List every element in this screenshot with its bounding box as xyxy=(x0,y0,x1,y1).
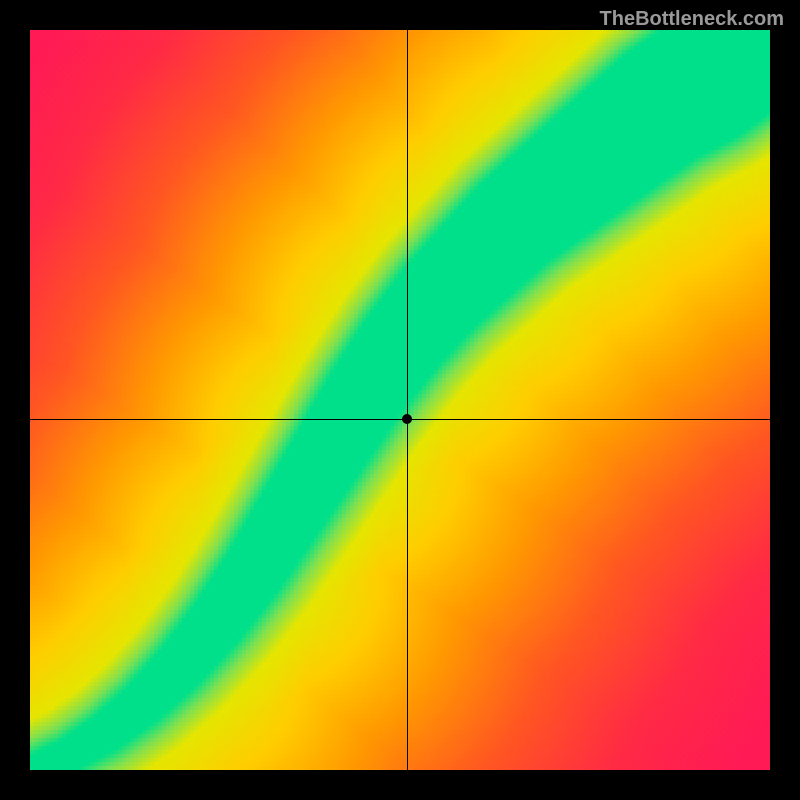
watermark: TheBottleneck.com xyxy=(600,8,784,31)
crosshair-marker xyxy=(402,414,412,424)
bottleneck-heatmap xyxy=(30,30,770,770)
heatmap-canvas xyxy=(30,30,770,770)
crosshair-horizontal xyxy=(30,419,770,420)
crosshair-vertical xyxy=(407,30,408,770)
